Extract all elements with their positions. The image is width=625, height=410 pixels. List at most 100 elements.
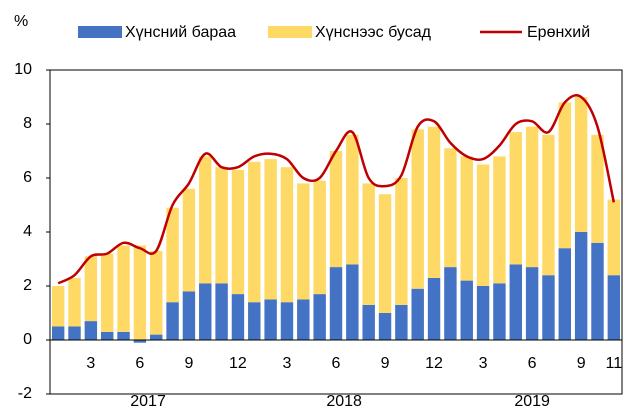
legend-label: Хүнсний бараа: [125, 24, 236, 41]
bar: [51, 286, 65, 327]
bar: [411, 129, 424, 289]
y-tick-label: 10: [14, 61, 32, 78]
y-tick-label: -2: [18, 385, 32, 402]
bar: [231, 169, 245, 295]
bar: [460, 280, 473, 340]
bar: [133, 245, 147, 340]
y-tick-label: 8: [23, 115, 32, 132]
bar: [313, 294, 326, 340]
y-tick-label: 2: [23, 277, 32, 294]
bar: [264, 159, 277, 300]
bar: [264, 299, 277, 340]
x-tick-label: 3: [283, 355, 292, 372]
bar: [329, 151, 343, 268]
bar: [84, 256, 98, 322]
bar: [493, 283, 506, 340]
bar: [444, 148, 457, 268]
bar: [558, 102, 572, 249]
bar: [329, 267, 343, 340]
bar: [476, 164, 490, 286]
year-label: 2017: [130, 393, 166, 410]
legend-swatch: [268, 26, 312, 38]
x-tick-label: 11: [606, 355, 623, 372]
x-tick-label: 9: [381, 355, 390, 372]
line-series: [57, 94, 616, 285]
bar: [117, 245, 130, 332]
legend-swatch: [78, 26, 122, 38]
bar: [182, 188, 196, 292]
bar: [84, 321, 98, 340]
bar: [346, 264, 359, 340]
x-tick-label: 9: [577, 355, 586, 372]
bar: [117, 331, 130, 340]
bar: [51, 326, 65, 340]
bar: [280, 302, 294, 340]
x-tick-label: 6: [332, 355, 341, 372]
bar: [509, 264, 522, 340]
bar: [68, 277, 81, 327]
bar: [378, 313, 392, 340]
bar: [591, 134, 604, 243]
y-tick-label: 6: [23, 169, 32, 186]
bar: [100, 331, 114, 340]
bar: [427, 277, 441, 340]
bar: [68, 326, 81, 340]
legend-label: Хүнснээс бусад: [315, 24, 432, 41]
bar: [166, 302, 179, 340]
bar: [297, 299, 310, 340]
bar: [280, 167, 294, 303]
bar: [362, 304, 375, 340]
bar: [558, 248, 572, 340]
bar: [378, 194, 392, 313]
bar: [133, 340, 147, 343]
x-tick-label: 9: [184, 355, 193, 372]
bar: [199, 156, 212, 284]
bar: [493, 156, 506, 284]
bar: [395, 178, 408, 305]
x-tick-label: 12: [425, 355, 443, 372]
x-tick-label: 12: [229, 355, 247, 372]
x-tick-label: 3: [86, 355, 95, 372]
bar: [248, 161, 261, 303]
bar: [460, 156, 473, 281]
bar: [248, 302, 261, 340]
bar: [525, 126, 539, 268]
bar: [427, 126, 441, 278]
bar: [525, 267, 539, 340]
y-tick-label: 0: [23, 331, 32, 348]
bar: [607, 199, 621, 276]
bar: [444, 267, 457, 340]
bar: [542, 275, 555, 340]
bar: [607, 275, 621, 340]
x-tick-label: 6: [528, 355, 537, 372]
bar: [166, 207, 179, 303]
bar: [574, 232, 588, 340]
bar: [362, 183, 375, 305]
x-tick-label: 3: [479, 355, 488, 372]
bar: [215, 167, 228, 284]
y-unit: %: [14, 13, 28, 30]
bar: [313, 180, 326, 295]
bar: [476, 286, 490, 340]
bar: [182, 291, 196, 340]
bar: [509, 132, 522, 265]
y-tick-label: 4: [23, 223, 32, 240]
bar: [297, 183, 310, 300]
x-tick-label: 6: [135, 355, 144, 372]
bar: [574, 97, 588, 232]
bar: [542, 134, 555, 276]
legend-label: Ерөнхий: [527, 24, 590, 41]
bar: [215, 283, 228, 340]
bar: [150, 334, 163, 340]
bar: [411, 288, 424, 340]
bar: [231, 294, 245, 340]
bar: [100, 253, 114, 332]
bar: [150, 250, 163, 335]
bar: [199, 283, 212, 340]
bar: [591, 242, 604, 340]
year-label: 2019: [514, 393, 550, 410]
bar: [346, 134, 359, 265]
plot-frame: [49, 69, 623, 395]
year-label: 2018: [326, 393, 362, 410]
